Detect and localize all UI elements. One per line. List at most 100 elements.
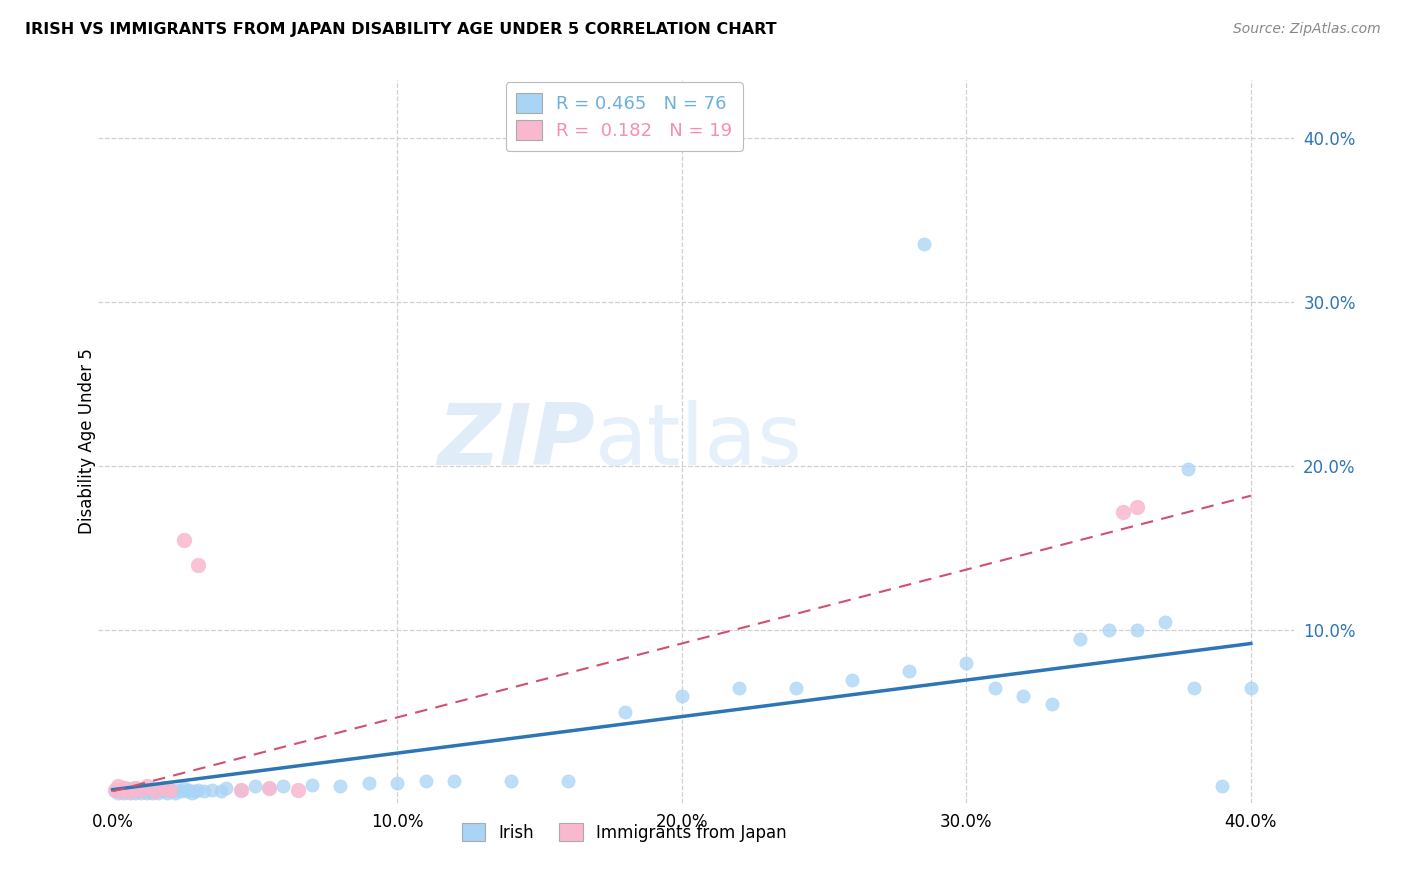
Point [1097, 624, 1119, 638]
Point [132, 784, 155, 798]
Point [912, 237, 935, 252]
Point [104, 782, 127, 797]
Point [127, 784, 149, 798]
Point [301, 778, 323, 792]
Point [107, 780, 129, 794]
Point [287, 782, 309, 797]
Point [124, 786, 146, 800]
Point [141, 786, 163, 800]
Point [187, 782, 209, 797]
Point [135, 782, 157, 797]
Point [143, 782, 166, 797]
Point [181, 786, 204, 800]
Point [156, 786, 179, 800]
Point [257, 780, 280, 795]
Point [209, 784, 232, 798]
Point [132, 780, 155, 795]
Legend: Irish, Immigrants from Japan: Irish, Immigrants from Japan [456, 817, 793, 848]
Point [153, 780, 176, 795]
Point [385, 776, 409, 790]
Point [1154, 615, 1177, 630]
Point [1069, 632, 1091, 646]
Point [1126, 624, 1149, 638]
Point [159, 782, 181, 797]
Point [243, 780, 266, 794]
Point [124, 782, 146, 797]
Point [1182, 681, 1205, 695]
Point [1112, 505, 1135, 519]
Text: ZIP: ZIP [437, 400, 595, 483]
Point [257, 780, 280, 795]
Point [201, 782, 224, 797]
Text: IRISH VS IMMIGRANTS FROM JAPAN DISABILITY AGE UNDER 5 CORRELATION CHART: IRISH VS IMMIGRANTS FROM JAPAN DISABILIT… [25, 22, 778, 37]
Point [984, 681, 1007, 695]
Point [357, 776, 380, 790]
Point [173, 533, 195, 547]
Point [165, 786, 187, 800]
Point [138, 784, 160, 798]
Point [112, 786, 135, 800]
Point [110, 782, 132, 797]
Point [785, 681, 807, 695]
Point [115, 780, 138, 795]
Point [135, 786, 157, 800]
Point [170, 784, 193, 798]
Point [124, 780, 146, 795]
Point [162, 784, 184, 798]
Point [148, 786, 170, 800]
Point [167, 782, 190, 797]
Point [229, 782, 252, 797]
Point [415, 774, 437, 789]
Point [613, 706, 636, 720]
Point [121, 780, 143, 795]
Point [115, 782, 138, 797]
Point [215, 780, 238, 795]
Point [129, 782, 152, 797]
Point [104, 784, 127, 798]
Point [112, 780, 135, 795]
Point [557, 774, 579, 789]
Point [671, 689, 693, 703]
Point [193, 784, 215, 798]
Point [176, 784, 198, 798]
Point [1126, 500, 1149, 515]
Point [955, 657, 977, 671]
Text: Source: ZipAtlas.com: Source: ZipAtlas.com [1233, 22, 1381, 37]
Point [127, 780, 149, 795]
Point [107, 786, 129, 800]
Point [112, 782, 135, 797]
Point [898, 665, 921, 679]
Point [118, 786, 141, 800]
Point [229, 782, 252, 797]
Point [499, 774, 522, 789]
Point [1040, 698, 1063, 712]
Point [153, 784, 176, 798]
Point [110, 784, 132, 798]
Point [187, 558, 209, 572]
Point [173, 780, 195, 795]
Point [184, 784, 207, 798]
Text: atlas: atlas [595, 400, 803, 483]
Point [329, 780, 352, 794]
Point [1012, 689, 1035, 703]
Point [129, 786, 152, 800]
Point [443, 774, 465, 789]
Point [118, 784, 141, 798]
Point [118, 782, 141, 797]
Point [115, 784, 138, 798]
Point [273, 780, 295, 794]
Point [121, 784, 143, 798]
Point [727, 681, 749, 695]
Point [1177, 462, 1199, 476]
Point [1211, 780, 1233, 794]
Point [159, 782, 181, 797]
Point [143, 784, 166, 798]
Point [1240, 681, 1263, 695]
Point [143, 784, 166, 798]
Point [135, 780, 157, 794]
Point [129, 782, 152, 797]
Y-axis label: Disability Age Under 5: Disability Age Under 5 [79, 349, 96, 534]
Point [841, 673, 863, 687]
Point [179, 782, 201, 797]
Point [150, 782, 173, 797]
